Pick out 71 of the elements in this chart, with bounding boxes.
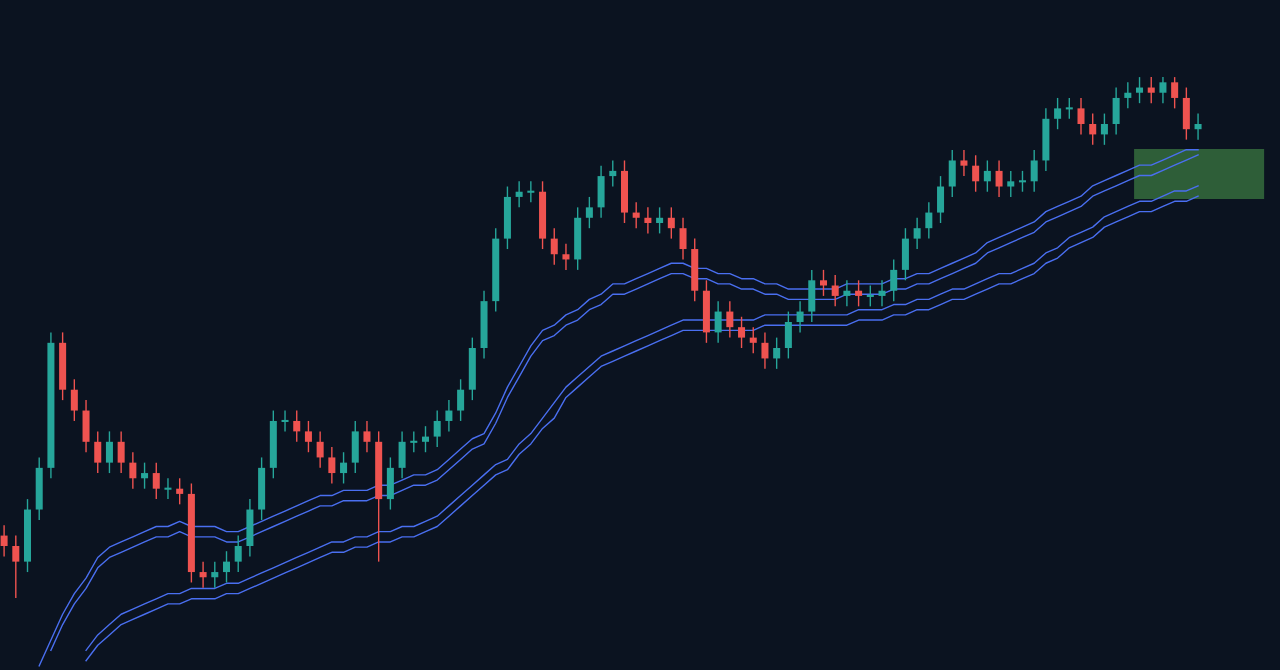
candlestick [738,316,746,349]
candlestick [1147,76,1155,104]
candlestick [761,331,769,370]
candlestick [70,378,78,422]
candlestick [433,409,441,448]
candlestick [1100,112,1108,146]
candlestick [163,477,173,500]
candlestick [1077,97,1085,136]
candlestick [117,430,125,474]
candlestick [609,159,617,188]
candlestick [1007,170,1015,198]
candlestick [421,425,430,453]
candlestick [152,461,160,500]
candlestick [515,180,523,209]
candlestick [632,201,640,229]
candlestick [773,336,781,370]
candlestick [562,243,570,271]
candlestick [855,279,863,308]
candlestick [1171,76,1179,110]
candlestick [234,534,242,573]
candlestick [714,300,722,344]
candlestick [129,451,137,490]
candlestick [1064,97,1074,120]
candlestick [667,206,675,240]
candlestick [960,149,968,177]
candlestick [656,206,664,235]
candlestick [1030,149,1038,193]
candlestick [983,159,991,193]
candlestick [363,420,371,453]
candlestick [972,154,980,193]
candlestick [925,201,933,240]
candlestick [679,217,687,261]
candlestick [843,279,851,308]
candlestick [1054,97,1062,130]
candlestick [211,560,219,589]
candlestick [280,409,290,433]
candlestick [445,399,453,433]
candlestick [293,409,301,443]
candlestick [913,217,921,250]
candlestick [526,180,536,203]
candlestick [409,430,419,453]
candlestick [176,477,184,506]
candlestick [316,430,324,469]
candlestick [328,446,336,485]
candlestick [1124,81,1132,110]
candlestick [819,269,827,297]
candlestick [199,560,207,589]
candlestick [878,279,886,308]
candlestick [890,258,898,302]
candlestick [457,378,465,422]
candlestick [94,430,102,474]
candlestick [1194,112,1202,141]
candlestick [340,451,348,485]
candlestick [105,430,113,474]
candlestick [12,534,20,599]
candlestick [865,284,875,308]
candlestick [222,550,231,584]
candlestick [726,300,734,339]
candlestick [644,206,652,235]
candlestick [995,159,1003,198]
candlestick [141,461,149,490]
candlestick [304,420,312,453]
candlestick [0,524,8,558]
candlestick [1089,112,1097,146]
candlestick [796,300,804,334]
candlestick [585,196,593,229]
candlestick [1159,76,1167,104]
candlestick [749,326,757,354]
candlestick [550,227,558,266]
candlestick [1136,76,1144,104]
candlestick [831,274,839,308]
